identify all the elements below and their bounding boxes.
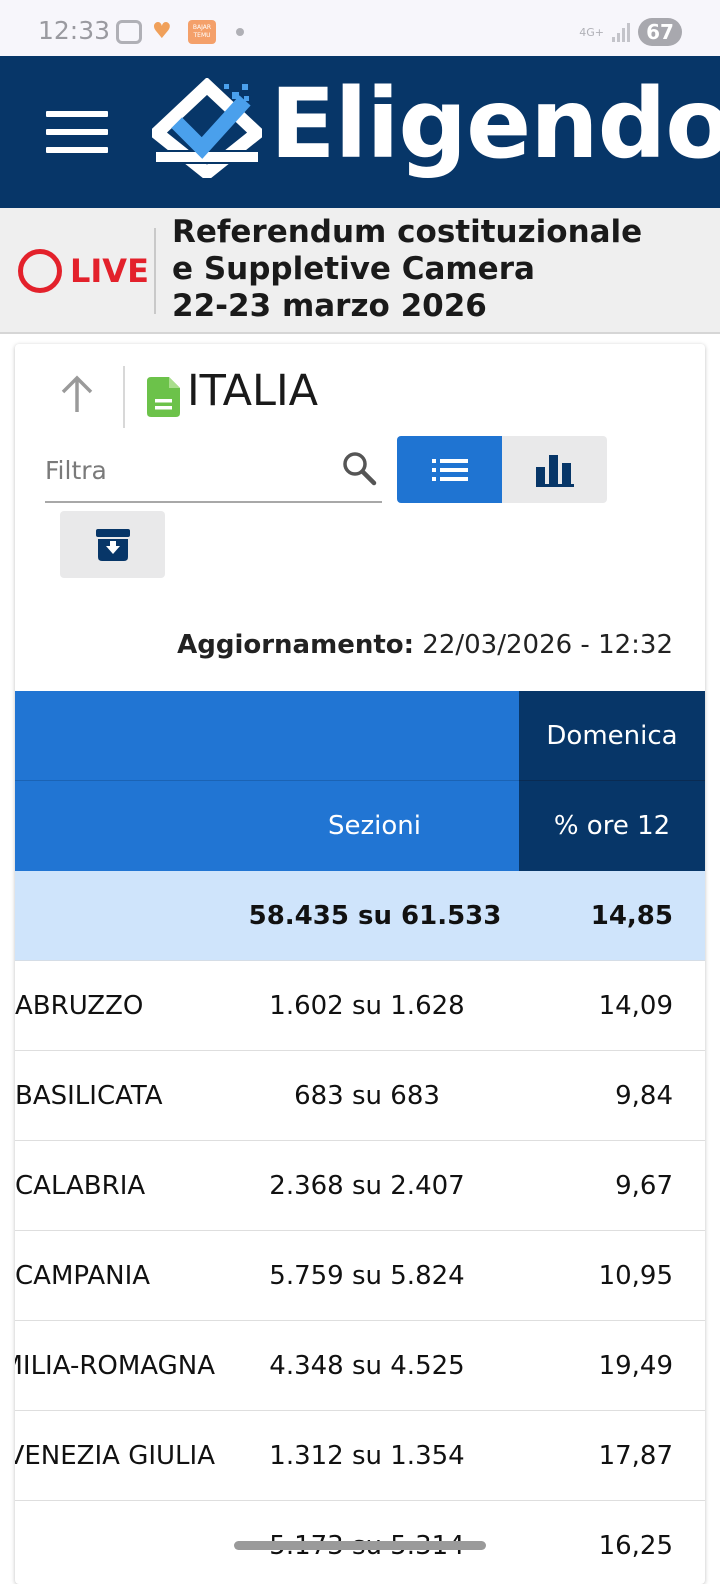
download-archive-button[interactable] — [60, 511, 165, 578]
gesture-nav-handle[interactable] — [234, 1541, 486, 1550]
event-title-line3: 22-23 marzo 2026 — [172, 288, 487, 324]
region-name[interactable]: EMILIA-ROMAGNA — [15, 1350, 215, 1381]
screenshot-icon — [116, 20, 142, 44]
header-cell — [15, 691, 519, 781]
filter-field — [45, 440, 382, 503]
region-percent: 19,49 — [598, 1350, 673, 1381]
arrow-up-icon[interactable] — [59, 374, 95, 414]
document-icon — [147, 377, 180, 417]
live-indicator-icon — [18, 249, 62, 293]
live-banner[interactable]: LIVE Referendum costituzionale e Supplet… — [0, 208, 720, 334]
region-name[interactable]: CAMPANIA — [15, 1260, 151, 1291]
total-sections: 58.435 su 61.533 — [248, 900, 502, 931]
results-table: Domenica Sezioni % ore 12 58.435 su 61.5… — [15, 691, 705, 1584]
update-value: 22/03/2026 - 12:32 — [422, 630, 673, 660]
table-row[interactable]: BASILICATA 683 su 683 9,84 — [15, 1051, 705, 1141]
table-header-row: Domenica — [15, 691, 705, 781]
region-name[interactable]: ABRUZZO — [15, 990, 144, 1021]
table-row[interactable]: FRIULI-VENEZIA GIULIA 1.312 su 1.354 17,87 — [15, 1411, 705, 1501]
notification-icons: ♥ BAJAR TEMU — [116, 20, 244, 44]
region-sections: 4.348 su 4.525 — [269, 1350, 465, 1381]
table-row[interactable]: EMILIA-ROMAGNA 4.348 su 4.525 19,49 — [15, 1321, 705, 1411]
region-percent: 9,84 — [615, 1080, 673, 1111]
brand-name: Eligendo — [270, 68, 720, 180]
status-bar: 12:33 ♥ BAJAR TEMU 4G+ 67 — [0, 0, 720, 56]
last-update: Aggiornamento: 22/03/2026 - 12:32 — [177, 630, 673, 660]
event-title: Referendum costituzionale e Suppletive C… — [172, 214, 692, 325]
more-notifications-dot — [236, 28, 244, 36]
region-percent: 10,95 — [598, 1260, 673, 1291]
table-body: ABRUZZO 1.602 su 1.628 14,09 BASILICATA 683 … — [15, 961, 705, 1584]
event-title-line1: Referendum costituzionale — [172, 214, 643, 250]
table-header-row: Sezioni % ore 12 — [15, 781, 705, 871]
bar-chart-icon — [535, 454, 574, 487]
archive-download-icon — [95, 528, 130, 561]
region-sections: 1.602 su 1.628 — [269, 990, 465, 1021]
eligendo-logo-icon — [152, 78, 262, 178]
region-sections: 683 su 683 — [294, 1080, 440, 1111]
results-panel: ITALIA Aggiornamento: 22/0 — [15, 344, 705, 1584]
table-row[interactable]: ABRUZZO 1.602 su 1.628 14,09 — [15, 961, 705, 1051]
health-icon: ♥ — [152, 19, 172, 44]
region-name[interactable]: BASILICATA — [15, 1080, 163, 1111]
header-day: Domenica — [519, 691, 705, 781]
total-percent: 14,85 — [590, 900, 673, 931]
region-sections: 5.759 su 5.824 — [269, 1260, 465, 1291]
region-percent: 17,87 — [598, 1440, 673, 1471]
status-time: 12:33 — [38, 16, 111, 45]
status-right: 4G+ 67 — [579, 18, 682, 46]
filter-input[interactable] — [45, 440, 335, 500]
list-icon — [431, 458, 468, 481]
region-sections: 2.368 su 2.407 — [269, 1170, 465, 1201]
menu-icon[interactable] — [46, 111, 108, 153]
search-icon[interactable] — [341, 450, 377, 486]
region-percent: 16,25 — [598, 1530, 673, 1561]
header-percent[interactable]: % ore 12 — [519, 781, 705, 871]
divider — [123, 366, 125, 428]
signal-icon — [612, 22, 630, 42]
table-row[interactable]: CALABRIA 2.368 su 2.407 9,67 — [15, 1141, 705, 1231]
list-view-button[interactable] — [397, 436, 502, 503]
live-label: LIVE — [70, 252, 149, 290]
app-header: Eligendo — [0, 56, 720, 208]
total-row: 58.435 su 61.533 14,85 — [15, 871, 705, 961]
network-type: 4G+ — [579, 25, 604, 39]
header-sections[interactable]: Sezioni — [15, 781, 519, 871]
temu-app-icon: BAJAR TEMU — [188, 20, 216, 44]
region-percent: 14,09 — [598, 990, 673, 1021]
event-title-line2: e Suppletive Camera — [172, 251, 535, 287]
chart-view-button[interactable] — [502, 436, 607, 503]
region-sections: 1.312 su 1.354 — [269, 1440, 465, 1471]
region-percent: 9,67 — [615, 1170, 673, 1201]
region-title: ITALIA — [187, 366, 319, 416]
table-row[interactable]: CAMPANIA 5.759 su 5.824 10,95 — [15, 1231, 705, 1321]
divider — [154, 228, 156, 314]
battery-icon: 67 — [638, 18, 682, 46]
update-label: Aggiornamento: — [177, 630, 415, 660]
region-name[interactable]: CALABRIA — [15, 1170, 146, 1201]
region-name[interactable]: FRIULI-VENEZIA GIULIA — [15, 1440, 215, 1471]
